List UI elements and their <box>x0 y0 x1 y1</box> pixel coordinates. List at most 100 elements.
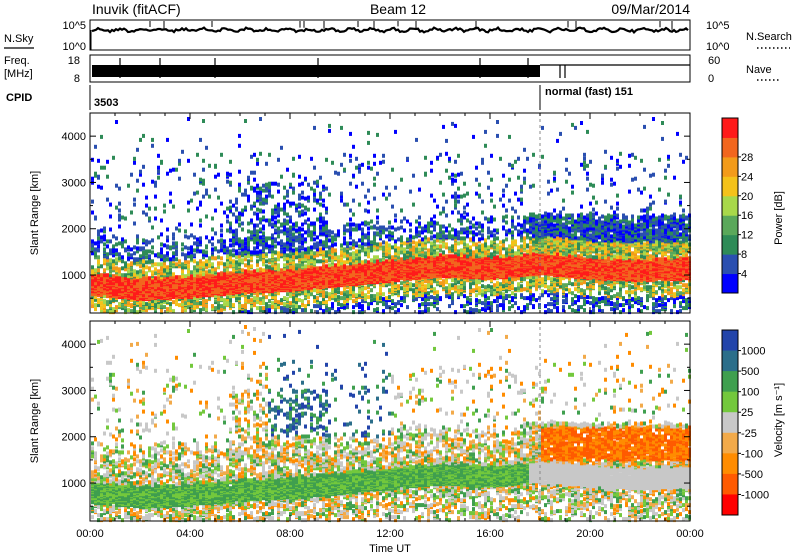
data-cell <box>286 253 289 258</box>
data-cell <box>391 289 394 294</box>
data-cell <box>223 239 226 244</box>
data-cell <box>286 232 289 237</box>
data-cell <box>118 302 121 307</box>
data-cell <box>100 264 103 269</box>
data-cell <box>142 259 145 264</box>
data-cell <box>376 296 379 301</box>
data-cell <box>436 232 439 237</box>
data-cell <box>244 237 247 242</box>
data-cell <box>166 287 169 292</box>
data-cell <box>451 194 454 199</box>
data-cell <box>298 210 301 215</box>
data-cell <box>406 287 409 292</box>
data-cell <box>412 295 415 300</box>
data-cell <box>262 209 265 214</box>
data-cell <box>388 288 391 293</box>
data-cell <box>109 248 112 253</box>
data-cell <box>268 222 271 227</box>
data-cell <box>268 236 271 241</box>
data-cell <box>181 262 184 267</box>
data-cell <box>277 251 280 256</box>
data-cell <box>256 233 259 238</box>
data-cell <box>241 268 244 273</box>
data-cell <box>328 192 331 197</box>
data-cell <box>433 220 436 225</box>
data-cell <box>391 167 394 172</box>
data-cell <box>391 231 394 236</box>
data-cell <box>199 308 202 313</box>
data-cell <box>175 167 178 172</box>
data-cell <box>451 296 454 301</box>
data-cell <box>307 228 310 233</box>
data-cell <box>130 261 133 266</box>
data-cell <box>415 219 418 224</box>
data-cell <box>145 203 148 208</box>
data-cell <box>151 263 154 268</box>
data-cell <box>247 179 250 184</box>
data-cell <box>178 158 181 163</box>
data-cell <box>199 218 202 223</box>
data-cell <box>334 248 337 253</box>
data-cell <box>199 259 202 264</box>
data-cell <box>376 259 379 264</box>
data-cell <box>292 172 295 177</box>
data-cell <box>433 296 436 301</box>
data-cell <box>340 191 343 196</box>
data-cell <box>154 253 157 258</box>
data-cell <box>253 269 256 274</box>
data-cell <box>337 255 340 260</box>
data-cell <box>253 284 256 289</box>
data-cell <box>361 227 364 232</box>
data-cell <box>265 307 268 312</box>
data-cell <box>352 305 355 310</box>
data-cell <box>337 295 340 300</box>
data-cell <box>232 212 235 217</box>
data-cell <box>118 201 121 206</box>
data-cell <box>226 228 229 233</box>
data-cell <box>94 303 97 308</box>
data-cell <box>142 255 145 260</box>
data-cell <box>235 215 238 220</box>
data-cell <box>115 120 118 124</box>
data-cell <box>274 266 277 271</box>
data-cell <box>232 253 235 258</box>
data-cell <box>97 259 100 264</box>
freq-panel-frame <box>89 54 691 83</box>
data-cell <box>253 201 256 206</box>
data-cell <box>307 223 310 228</box>
data-cell <box>256 262 259 267</box>
data-cell <box>361 304 364 309</box>
data-cell <box>418 239 421 244</box>
data-cell <box>235 237 238 242</box>
data-cell <box>97 229 100 234</box>
data-cell <box>166 244 169 249</box>
data-cell <box>187 251 190 256</box>
data-cell <box>235 219 238 224</box>
data-cell <box>421 226 424 231</box>
data-cell <box>202 181 205 186</box>
data-cell <box>265 161 268 166</box>
data-cell <box>412 173 415 178</box>
data-cell <box>142 266 145 271</box>
data-cell <box>289 254 292 259</box>
data-cell <box>424 155 427 160</box>
data-cell <box>106 244 109 249</box>
data-cell <box>427 248 430 253</box>
data-cell <box>238 237 241 242</box>
data-cell <box>220 201 223 206</box>
data-cell <box>247 194 250 199</box>
data-cell <box>205 259 208 264</box>
data-cell <box>250 170 253 175</box>
data-cell <box>358 244 361 249</box>
data-cell <box>205 244 208 249</box>
data-cell <box>205 304 208 309</box>
data-cell <box>295 255 298 260</box>
data-cell <box>208 269 211 274</box>
data-cell <box>418 187 421 192</box>
data-cell <box>283 296 286 301</box>
data-cell <box>181 283 184 288</box>
data-cell <box>106 239 109 244</box>
data-cell <box>385 302 388 307</box>
data-cell <box>238 254 241 259</box>
data-cell <box>319 301 322 306</box>
